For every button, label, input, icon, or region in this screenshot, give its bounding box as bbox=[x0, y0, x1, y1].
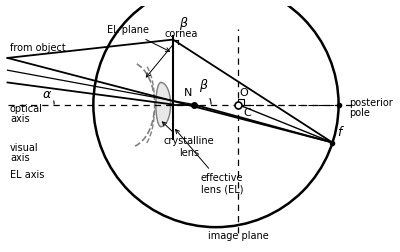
Text: from object: from object bbox=[10, 43, 66, 53]
Text: EL plane: EL plane bbox=[107, 25, 170, 51]
Text: $\beta$: $\beta$ bbox=[199, 77, 208, 93]
Text: $f$: $f$ bbox=[337, 125, 345, 139]
Text: $\alpha$: $\alpha$ bbox=[42, 88, 52, 101]
Text: C: C bbox=[243, 108, 251, 118]
Text: pole: pole bbox=[350, 108, 370, 118]
Text: $\beta$: $\beta$ bbox=[179, 15, 189, 32]
Text: effective
lens (EL): effective lens (EL) bbox=[176, 130, 243, 195]
Text: cornea: cornea bbox=[146, 29, 198, 77]
Text: crystalline
lens: crystalline lens bbox=[162, 122, 214, 158]
Text: posterior: posterior bbox=[350, 98, 393, 108]
Text: O: O bbox=[239, 88, 248, 98]
Text: image plane: image plane bbox=[208, 231, 268, 241]
Text: N: N bbox=[184, 88, 192, 98]
Text: axis: axis bbox=[10, 153, 30, 163]
Text: visual: visual bbox=[10, 143, 38, 153]
Bar bbox=[238, 99, 244, 105]
Text: optical: optical bbox=[10, 104, 43, 114]
Text: EL axis: EL axis bbox=[10, 170, 44, 180]
Text: axis: axis bbox=[10, 114, 30, 124]
Polygon shape bbox=[156, 82, 170, 127]
